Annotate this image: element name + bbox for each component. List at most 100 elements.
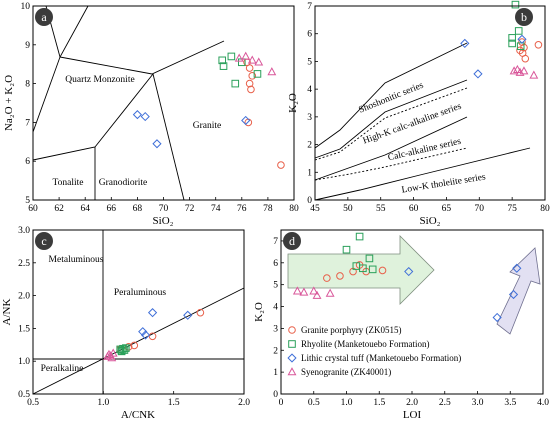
panel-d-badge: d (283, 232, 301, 250)
x-tick-label: 50 (343, 204, 353, 214)
x-tick-label: 75 (507, 204, 517, 214)
panel-d: 0 0.5 1.0 1.5 2.0 2.5 3.0 3.5 4.0 0 1 2 3 4 5 6 7 LOI K… (253, 229, 549, 421)
y-tick-label: 1 (273, 368, 278, 378)
data-point-diamond (460, 38, 470, 49)
y-tick-label: 4 (307, 85, 312, 95)
x-tick-label: 80 (289, 204, 299, 214)
x-tick-label: 62 (54, 204, 64, 214)
field-label: Tonalite (53, 178, 84, 188)
y-tick-label: 1 (307, 168, 312, 178)
data-point-diamond (473, 69, 483, 79)
field-label: Low-K tholeiite series (401, 172, 487, 195)
field-label: Metaluminous (49, 255, 104, 265)
x-tick-label: 0.5 (27, 398, 39, 408)
x-axis-label: A/CNK (121, 409, 155, 421)
data-point-circle (245, 79, 254, 88)
plot-frame (32, 229, 245, 395)
data-point-triangle (234, 53, 244, 62)
data-point-circle (378, 266, 387, 275)
panel-c-badge: c (35, 232, 53, 250)
y-tick-label: 5 (25, 196, 30, 206)
y-tick-label: 5 (273, 281, 278, 291)
legend-marker-square (288, 340, 296, 348)
y-tick-label: 2.5 (18, 259, 30, 269)
data-point-square (355, 232, 364, 241)
x-tick-label: 66 (107, 204, 117, 214)
plot-frame (314, 5, 546, 201)
y-tick-label: 6 (273, 259, 278, 269)
y-tick-label: 2.0 (18, 292, 30, 302)
data-point-square (365, 254, 374, 263)
x-tick-label: 64 (80, 204, 90, 214)
y-axis-label: K₂O (287, 93, 299, 113)
data-point-circle (336, 272, 344, 280)
data-point-diamond (508, 289, 519, 300)
data-point-triangle (299, 287, 309, 296)
data-point-circle (196, 308, 205, 317)
y-tick-label: 3 (273, 324, 278, 334)
data-point-circle (247, 85, 255, 94)
data-point-circle (148, 332, 157, 341)
x-axis-label: LOI (403, 409, 422, 421)
y-tick-label: 7 (273, 237, 278, 247)
y-axis-label: K₂O (253, 302, 265, 322)
data-point-triangle (529, 70, 539, 79)
legend-label: Lithic crystal tuff (Manketouebo Formati… (301, 353, 461, 363)
data-point-diamond (404, 266, 414, 277)
data-point-diamond (140, 111, 150, 122)
panel-c-letter: c (41, 234, 46, 248)
x-tick-label: 45 (310, 204, 320, 214)
data-point-circle (277, 161, 285, 169)
y-tick-label: 4 (273, 303, 278, 313)
data-point-square (117, 347, 126, 356)
data-point-triangle (292, 286, 302, 295)
x-tick-label: 78 (263, 204, 273, 214)
data-point-square (359, 264, 367, 273)
data-point-square (219, 62, 228, 70)
classification-field-boundaries (32, 5, 225, 201)
x-tick-label: 74 (211, 204, 221, 214)
y-tick-label: 5 (307, 57, 312, 67)
legend: Granite porphyry (ZK0515) Rhyolite (Manke… (287, 325, 461, 377)
legend-marker-circle (288, 326, 296, 334)
data-point-square (218, 56, 227, 65)
legend-label: Syenogranite (ZK40001) (301, 367, 391, 377)
data-point-triangle (108, 348, 118, 357)
data-point-circle (323, 274, 331, 282)
data-point-square (342, 245, 351, 254)
y-tick-label: 0 (307, 196, 312, 206)
legend-marker-diamond (287, 353, 297, 363)
data-point-triangle (519, 66, 529, 75)
data-point-triangle (254, 57, 264, 66)
data-point-diamond (152, 139, 162, 149)
x-tick-label: 76 (237, 204, 247, 214)
y-tick-label: 7 (307, 2, 312, 12)
green-trend-arrow (287, 235, 435, 305)
x-tick-label: 1.0 (341, 398, 353, 408)
field-label: Shoshonitic series (357, 80, 425, 115)
y-tick-label: 3.0 (18, 226, 30, 236)
data-point-triangle (312, 290, 322, 299)
x-tick-label: 2.5 (439, 398, 451, 408)
x-tick-label: 68 (133, 204, 143, 214)
data-point-diamond (492, 312, 502, 323)
field-label: Peralkaline (41, 364, 84, 374)
y-tick-label: 2 (307, 141, 312, 151)
x-tick-label: 60 (28, 204, 38, 214)
x-tick-label: 1.5 (168, 398, 180, 408)
x-tick-label: 1.0 (97, 398, 109, 408)
x-tick-label: 2.0 (238, 398, 250, 408)
data-point-square (253, 70, 262, 78)
data-point-diamond (512, 263, 522, 273)
x-axis-label: SiO₂ (153, 215, 174, 227)
y-tick-label: 6 (25, 157, 30, 167)
y-axis-label: A/NK (1, 299, 13, 326)
x-tick-label: 80 (540, 204, 550, 214)
x-tick-label: 0.5 (308, 398, 320, 408)
data-point-diamond (183, 310, 193, 320)
data-point-circle (130, 341, 139, 350)
y-tick-label: 0.5 (18, 390, 30, 400)
y-axis-label: Na₂O + K₂O (3, 75, 15, 131)
